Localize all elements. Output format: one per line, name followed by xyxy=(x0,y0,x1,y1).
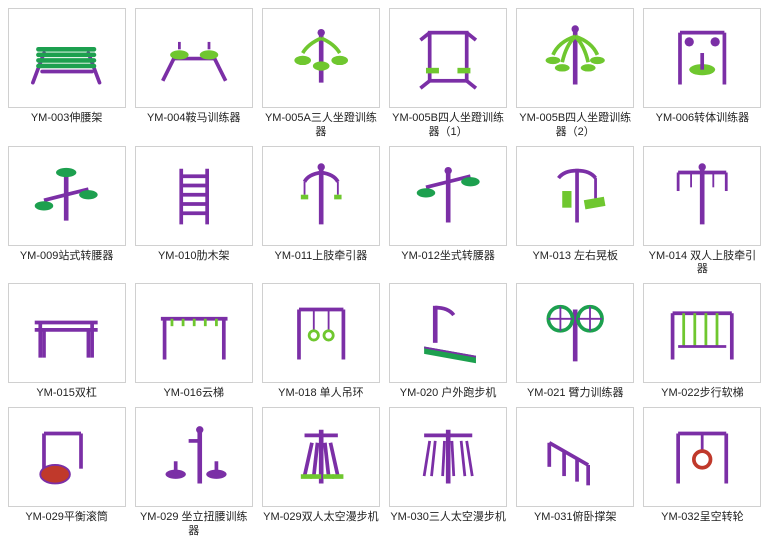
equipment-label: YM-021 臂力训练器 xyxy=(527,387,624,401)
equipment-cell-ym-016[interactable]: YM-016云梯 xyxy=(133,283,254,401)
equipment-label: YM-031俯卧撑架 xyxy=(534,511,617,525)
equipment-thumb xyxy=(8,8,126,108)
equipment-label: YM-011上肢牵引器 xyxy=(275,250,368,264)
equipment-thumb xyxy=(516,146,634,246)
equipment-thumb xyxy=(643,407,761,507)
equipment-label: YM-029 坐立扭腰训练器 xyxy=(135,511,253,539)
equipment-cell-ym-006[interactable]: YM-006转体训练器 xyxy=(642,8,763,140)
equipment-thumb xyxy=(135,146,253,246)
equipment-label: YM-009站式转腰器 xyxy=(20,250,114,264)
equipment-grid: YM-003伸腰架 YM-004鞍马训练器 YM-005A三人坐蹬训练器 YM-005… xyxy=(6,8,763,538)
equipment-cell-ym-005a[interactable]: YM-005A三人坐蹬训练器 xyxy=(260,8,381,140)
equipment-thumb xyxy=(389,407,507,507)
equipment-cell-ym-013[interactable]: YM-013 左右晃板 xyxy=(515,146,636,278)
equipment-thumb xyxy=(262,146,380,246)
equipment-thumb xyxy=(135,283,253,383)
equipment-thumb xyxy=(262,8,380,108)
equipment-label: YM-029平衡滚筒 xyxy=(25,511,108,525)
equipment-thumb xyxy=(516,283,634,383)
equipment-thumb xyxy=(135,8,253,108)
equipment-thumb xyxy=(643,146,761,246)
equipment-cell-ym-014[interactable]: YM-014 双人上肢牵引器 xyxy=(642,146,763,278)
equipment-cell-ym-030[interactable]: YM-030三人太空漫步机 xyxy=(387,407,508,539)
equipment-label: YM-016云梯 xyxy=(163,387,224,401)
equipment-cell-ym-032[interactable]: YM-032呈空转轮 xyxy=(642,407,763,539)
equipment-cell-ym-018[interactable]: YM-018 单人吊环 xyxy=(260,283,381,401)
equipment-cell-ym-029a[interactable]: YM-029平衡滚筒 xyxy=(6,407,127,539)
equipment-cell-ym-005b2[interactable]: YM-005B四人坐蹬训练器（2） xyxy=(515,8,636,140)
equipment-thumb xyxy=(8,407,126,507)
equipment-cell-ym-005b1[interactable]: YM-005B四人坐蹬训练器（1） xyxy=(387,8,508,140)
equipment-thumb xyxy=(8,146,126,246)
equipment-label: YM-020 户外跑步机 xyxy=(400,387,497,401)
equipment-label: YM-013 左右晃板 xyxy=(532,250,618,264)
equipment-label: YM-022步行软梯 xyxy=(661,387,744,401)
equipment-label: YM-005B四人坐蹬训练器（2） xyxy=(516,112,634,140)
equipment-label: YM-029双人太空漫步机 xyxy=(263,511,379,525)
equipment-label: YM-030三人太空漫步机 xyxy=(390,511,506,525)
equipment-label: YM-032呈空转轮 xyxy=(661,511,744,525)
equipment-thumb xyxy=(643,283,761,383)
equipment-thumb xyxy=(516,8,634,108)
equipment-cell-ym-029b[interactable]: YM-029 坐立扭腰训练器 xyxy=(133,407,254,539)
equipment-thumb xyxy=(389,146,507,246)
equipment-thumb xyxy=(516,407,634,507)
equipment-label: YM-006转体训练器 xyxy=(656,112,750,126)
equipment-label: YM-012坐式转腰器 xyxy=(401,250,495,264)
equipment-label: YM-018 单人吊环 xyxy=(278,387,364,401)
equipment-cell-ym-020[interactable]: YM-020 户外跑步机 xyxy=(387,283,508,401)
equipment-cell-ym-029c[interactable]: YM-029双人太空漫步机 xyxy=(260,407,381,539)
equipment-cell-ym-031[interactable]: YM-031俯卧撑架 xyxy=(515,407,636,539)
equipment-label: YM-015双杠 xyxy=(36,387,97,401)
equipment-label: YM-005B四人坐蹬训练器（1） xyxy=(389,112,507,140)
equipment-thumb xyxy=(389,283,507,383)
equipment-cell-ym-004[interactable]: YM-004鞍马训练器 xyxy=(133,8,254,140)
equipment-thumb xyxy=(262,407,380,507)
equipment-cell-ym-009[interactable]: YM-009站式转腰器 xyxy=(6,146,127,278)
equipment-thumb xyxy=(643,8,761,108)
equipment-cell-ym-010[interactable]: YM-010肋木架 xyxy=(133,146,254,278)
equipment-label: YM-003伸腰架 xyxy=(31,112,103,126)
equipment-label: YM-014 双人上肢牵引器 xyxy=(643,250,761,278)
equipment-cell-ym-022[interactable]: YM-022步行软梯 xyxy=(642,283,763,401)
equipment-cell-ym-015[interactable]: YM-015双杠 xyxy=(6,283,127,401)
equipment-label: YM-005A三人坐蹬训练器 xyxy=(262,112,380,140)
equipment-label: YM-010肋木架 xyxy=(158,250,230,264)
equipment-thumb xyxy=(262,283,380,383)
equipment-thumb xyxy=(389,8,507,108)
equipment-cell-ym-003[interactable]: YM-003伸腰架 xyxy=(6,8,127,140)
equipment-thumb xyxy=(135,407,253,507)
equipment-thumb xyxy=(8,283,126,383)
equipment-cell-ym-012[interactable]: YM-012坐式转腰器 xyxy=(387,146,508,278)
equipment-label: YM-004鞍马训练器 xyxy=(147,112,241,126)
equipment-cell-ym-021[interactable]: YM-021 臂力训练器 xyxy=(515,283,636,401)
equipment-cell-ym-011[interactable]: YM-011上肢牵引器 xyxy=(260,146,381,278)
